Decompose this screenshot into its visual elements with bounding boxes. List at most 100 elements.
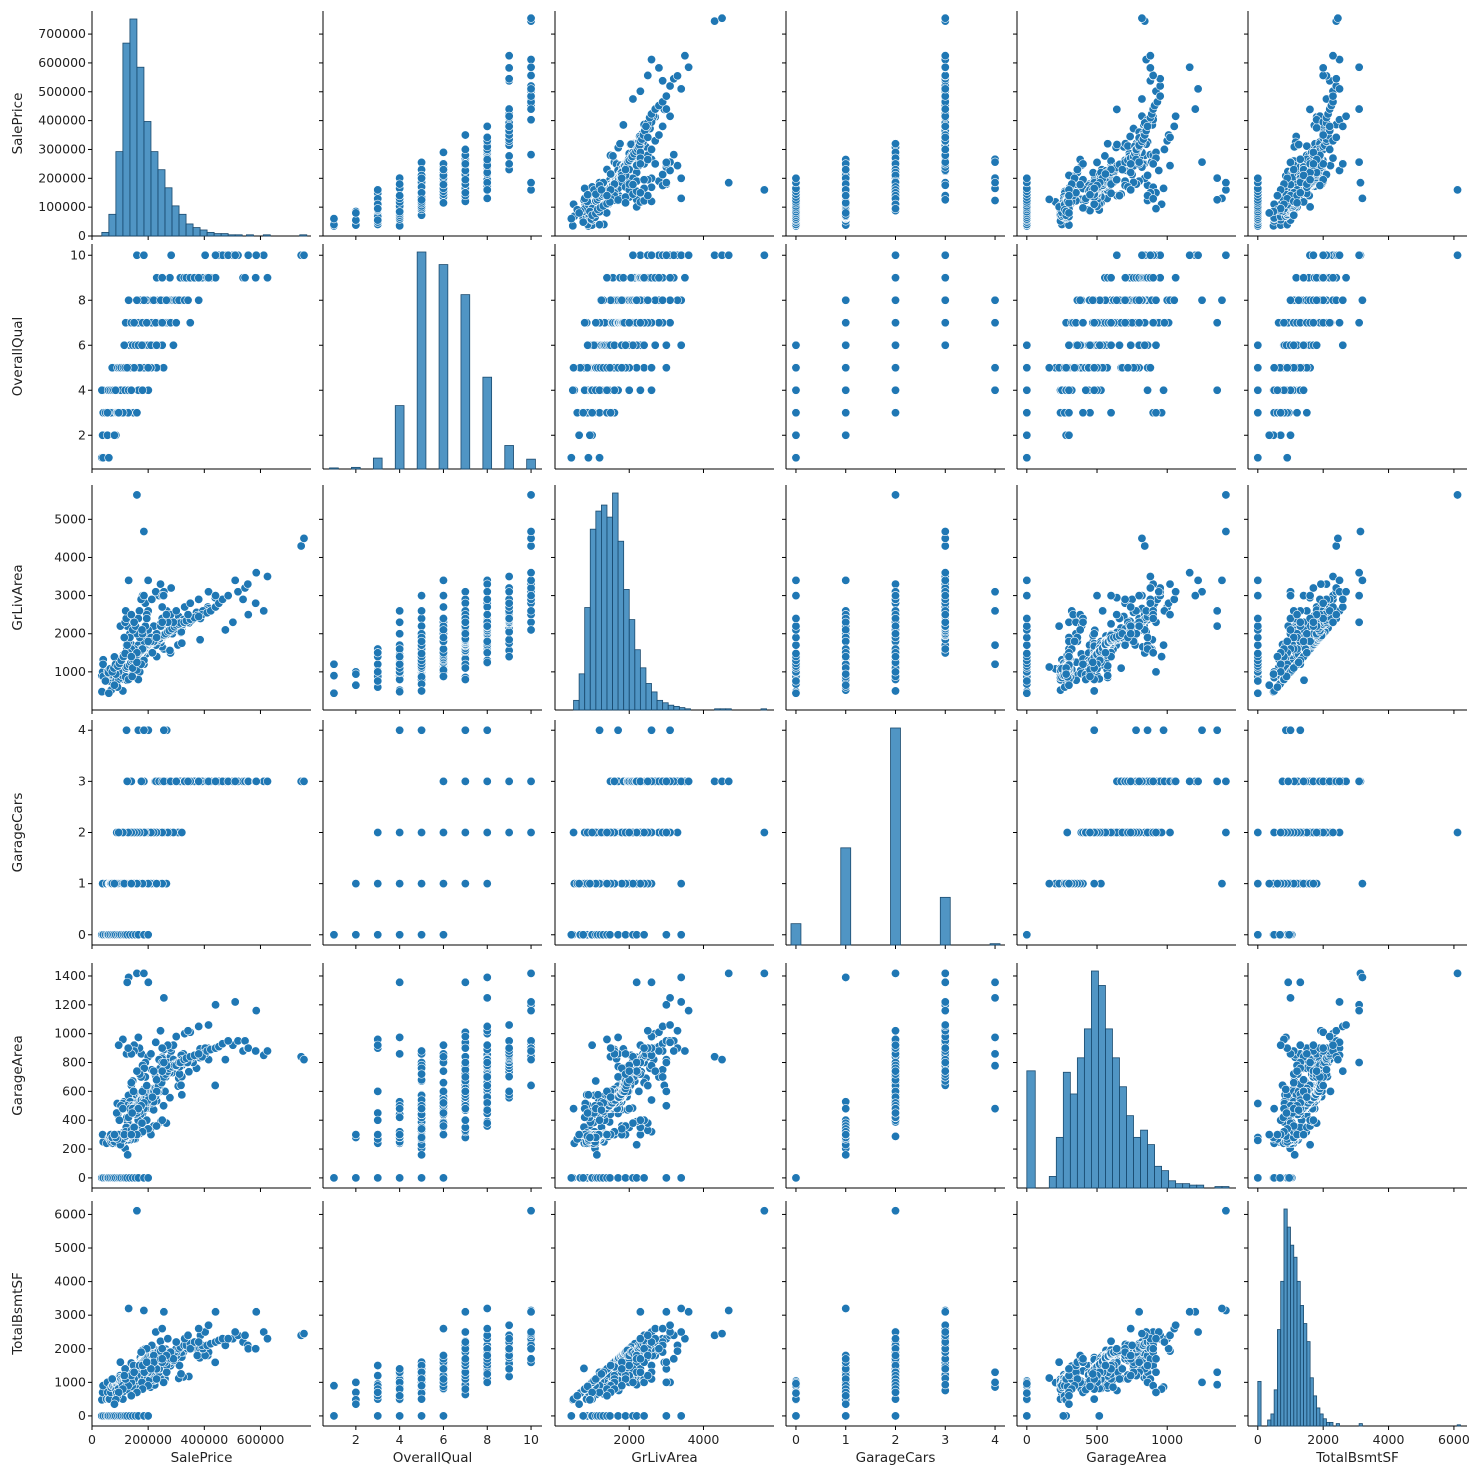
scatter-point [1296, 155, 1304, 163]
scatter-point [527, 150, 535, 158]
scatter-point [603, 191, 611, 199]
scatter-point [1319, 131, 1327, 139]
hist-bar [137, 67, 144, 236]
hist-bar [527, 459, 536, 469]
scatter-point [842, 191, 850, 199]
panel-OverallQual-vs-OverallQual [319, 244, 542, 473]
scatter-point [991, 158, 999, 166]
scatter-point [1290, 165, 1298, 173]
scatter-point [640, 176, 648, 184]
scatter-point [204, 274, 212, 282]
scatter-point [621, 165, 629, 173]
scatter-point [606, 170, 614, 178]
hist-bar [351, 467, 360, 469]
scatter-point [1222, 179, 1230, 187]
scatter-point [527, 105, 535, 113]
scatter-point [629, 180, 637, 188]
scatter-point [625, 386, 633, 394]
scatter-point [1143, 122, 1151, 130]
scatter-point [718, 14, 726, 22]
scatter-point [1146, 64, 1154, 72]
scatter-point [579, 218, 587, 226]
scatter-point [417, 174, 425, 182]
scatter-point [143, 319, 151, 327]
scatter-point [300, 251, 308, 259]
y-tick-label: 400000 [38, 113, 86, 128]
scatter-point [483, 133, 491, 141]
panel-SalePrice-vs-SalePrice: 0100000200000300000400000500000600000700… [38, 11, 311, 243]
scatter-point [1166, 133, 1174, 141]
scatter-point [644, 133, 652, 141]
scatter-point [842, 209, 850, 217]
scatter-point [152, 341, 160, 349]
scatter-point [1065, 209, 1073, 217]
scatter-point [1290, 211, 1298, 219]
scatter-point [1065, 191, 1073, 199]
scatter-point [991, 196, 999, 204]
scatter-point [505, 52, 513, 60]
scatter-point [655, 274, 663, 282]
scatter-point [1273, 191, 1281, 199]
scatter-point [1185, 63, 1193, 71]
scatter-point [644, 71, 652, 79]
scatter-point [651, 341, 659, 349]
scatter-point [580, 319, 588, 327]
scatter-point [842, 165, 850, 173]
scatter-point [1101, 170, 1109, 178]
scatter-point [505, 122, 513, 130]
hist-bar [439, 265, 448, 469]
scatter-point [1159, 184, 1167, 192]
scatter-point [1306, 105, 1314, 113]
scatter-point [352, 209, 360, 217]
scatter-point [1149, 160, 1157, 168]
scatter-point [483, 122, 491, 130]
scatter-point [567, 214, 575, 222]
scatter-point [1107, 189, 1115, 197]
hist-bar [300, 235, 307, 236]
scatter-point [662, 105, 670, 113]
y-tick-label: 200000 [38, 170, 86, 185]
hist-bar [172, 206, 179, 236]
panel-SalePrice-vs-TotalBsmtSF [1244, 11, 1467, 240]
scatter-point [527, 14, 535, 22]
y-tick-label: 10 [70, 247, 86, 262]
scatter-point [1326, 122, 1334, 130]
scatter-point [662, 178, 670, 186]
scatter-point [1355, 105, 1363, 113]
scatter-point [241, 274, 249, 282]
scatter-point [725, 179, 733, 187]
scatter-point [194, 274, 202, 282]
scatter-point [505, 64, 513, 72]
scatter-point [1152, 204, 1160, 212]
hist-bar [461, 295, 470, 469]
scatter-point [1316, 181, 1324, 189]
scatter-point [670, 150, 678, 158]
scatter-point [991, 178, 999, 186]
scatter-point [1113, 105, 1121, 113]
scatter-point [658, 77, 666, 85]
scatter-point [647, 251, 655, 259]
hist-bar [123, 43, 130, 236]
scatter-point [1156, 92, 1164, 100]
scatter-point [439, 148, 447, 156]
scatter-point [662, 364, 670, 372]
scatter-point [603, 274, 611, 282]
scatter-point [1319, 64, 1327, 72]
scatter-point [114, 409, 122, 417]
scatter-point [655, 64, 663, 72]
scatter-point [636, 87, 644, 95]
scatter-point [395, 191, 403, 199]
scatter-point [760, 186, 768, 194]
scatter-point [527, 85, 535, 93]
scatter-point [1194, 85, 1202, 93]
hist-bar [165, 188, 172, 236]
hist-bar [116, 152, 123, 236]
hist-bar [330, 468, 339, 469]
hist-bar [417, 252, 426, 469]
scatter-point [941, 14, 949, 22]
scatter-point [1138, 14, 1146, 22]
scatter-point [684, 63, 692, 71]
scatter-point [1127, 168, 1135, 176]
scatter-point [569, 364, 577, 372]
